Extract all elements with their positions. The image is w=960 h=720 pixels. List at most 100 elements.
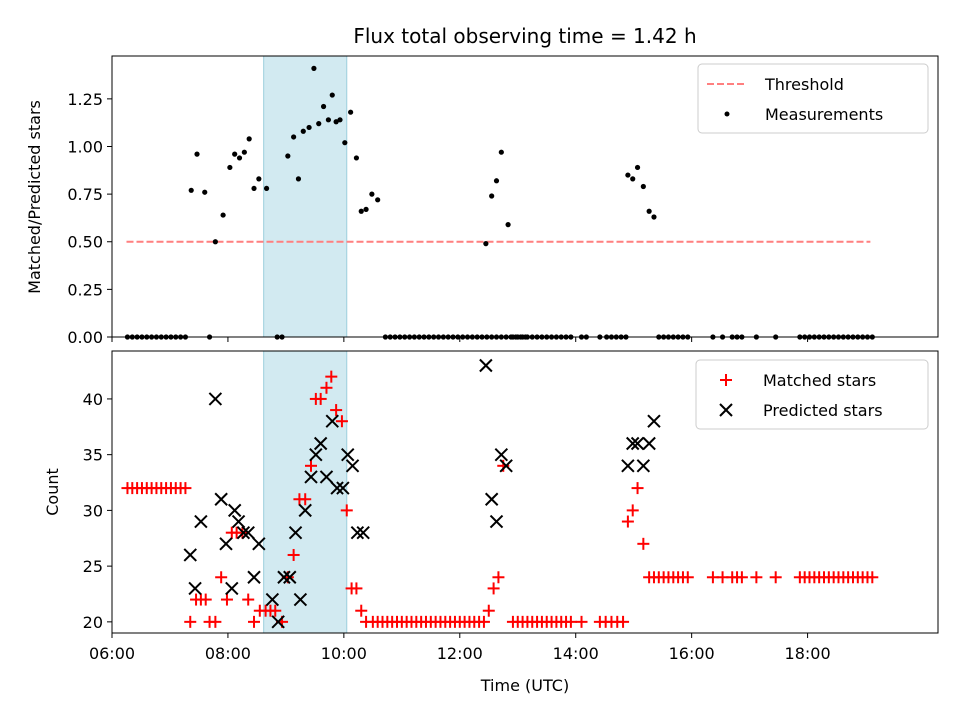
predicted-star-point bbox=[304, 470, 318, 484]
predicted-star-point bbox=[288, 525, 303, 540]
x-tick-label: 12:00 bbox=[437, 644, 483, 663]
measurements-legend-label: Measurements bbox=[765, 105, 883, 124]
threshold-legend-label: Threshold bbox=[764, 75, 844, 94]
matched-star-point bbox=[335, 415, 348, 428]
ratio-y-ticks: 0.00 0.25 0.50 0.75 1.00 1.25 bbox=[67, 90, 112, 347]
chart-title: Flux total observing time = 1.42 h bbox=[353, 24, 696, 48]
counts-panel: 20 25 30 35 40 06:00 08:00 10:00 12:00 14:00 16:0… bbox=[43, 350, 939, 695]
ratio-point bbox=[625, 172, 631, 178]
predicted-star-point bbox=[208, 392, 223, 406]
matched-star-point bbox=[866, 571, 879, 584]
ratio-legend-box bbox=[697, 63, 929, 134]
ratio-point bbox=[241, 149, 247, 155]
ratio-y-axis-label: Matched/Predicted stars bbox=[25, 100, 44, 294]
ratio-point bbox=[337, 117, 343, 123]
matched-star-point bbox=[626, 504, 639, 517]
predicted-star-point bbox=[350, 525, 365, 540]
ratio-point bbox=[375, 197, 381, 203]
ratio-point bbox=[640, 183, 646, 190]
ratio-point bbox=[320, 103, 327, 110]
ratio-highlight-span bbox=[263, 55, 348, 338]
matched-legend-swatch bbox=[720, 374, 732, 386]
ratio-y-tick-label: 0.00 bbox=[67, 328, 103, 347]
predicted-star-point bbox=[489, 514, 504, 529]
predicted-star-point bbox=[642, 436, 656, 451]
matched-star-point bbox=[350, 582, 363, 595]
matched-star-point bbox=[314, 392, 327, 405]
predicted-star-point bbox=[231, 514, 246, 529]
predicted-star-point bbox=[293, 592, 308, 607]
ratio-point bbox=[489, 193, 495, 199]
ratio-point bbox=[498, 149, 504, 155]
predicted-star-point bbox=[636, 459, 651, 473]
ratio-point bbox=[634, 164, 641, 171]
predicted-star-point bbox=[345, 459, 360, 473]
counts-x-ticks: 06:00 08:00 10:00 12:00 14:00 16:00 18:00 bbox=[89, 633, 831, 663]
predicted-star-point bbox=[621, 459, 635, 473]
ratio-point bbox=[188, 187, 194, 193]
predicted-star-point bbox=[271, 615, 285, 629]
predicted-star-point bbox=[330, 481, 344, 495]
ratio-y-tick-label: 1.00 bbox=[67, 137, 103, 156]
predicted-star-point bbox=[183, 548, 197, 562]
ratio-point bbox=[227, 164, 233, 171]
ratio-point bbox=[311, 65, 317, 71]
predicted-star-point bbox=[277, 570, 291, 584]
ratio-point bbox=[651, 214, 657, 220]
ratio-x-ticks bbox=[111, 337, 809, 342]
matched-star-point bbox=[769, 571, 782, 584]
predicted-star-point bbox=[227, 503, 242, 518]
predicted-star-point bbox=[309, 447, 323, 462]
x-tick-label: 10:00 bbox=[321, 644, 367, 663]
predicted-star-point bbox=[356, 525, 370, 540]
ratio-point bbox=[251, 185, 257, 192]
ratio-point bbox=[220, 212, 226, 218]
ratio-point bbox=[236, 155, 243, 161]
counts-legend: Matched stars Predicted stars bbox=[695, 359, 929, 430]
predicted-star-point bbox=[319, 470, 334, 484]
matched-star-point bbox=[621, 515, 634, 528]
predicted-star-point bbox=[484, 492, 499, 506]
ratio-point bbox=[232, 151, 238, 157]
counts-y-tick-label: 25 bbox=[83, 557, 103, 576]
predicted-star-point bbox=[341, 447, 355, 462]
predicted-star-point bbox=[188, 581, 202, 596]
matched-star-point bbox=[299, 493, 312, 506]
ratio-point bbox=[493, 178, 500, 184]
counts-marks bbox=[121, 358, 879, 629]
matched-star-point bbox=[617, 615, 630, 628]
counts-y-tick-label: 35 bbox=[83, 446, 103, 465]
ratio-point bbox=[306, 124, 312, 131]
ratio-point bbox=[300, 128, 306, 134]
predicted-star-point bbox=[219, 537, 233, 551]
counts-y-tick-label: 40 bbox=[83, 390, 103, 409]
predicted-star-point bbox=[494, 447, 509, 462]
matched-star-point bbox=[487, 582, 500, 595]
ratio-legend: Threshold Measurements bbox=[697, 63, 929, 134]
matched-star-point bbox=[637, 537, 650, 550]
matched-star-point bbox=[750, 571, 763, 584]
matched-star-point bbox=[631, 482, 644, 495]
matched-star-point bbox=[269, 604, 282, 617]
ratio-point bbox=[285, 153, 291, 159]
counts-legend-box bbox=[695, 359, 929, 430]
ratio-y-tick-label: 1.25 bbox=[67, 90, 103, 109]
predicted-star-point bbox=[499, 459, 513, 473]
predicted-star-point bbox=[225, 581, 239, 596]
predicted-star-point bbox=[283, 570, 297, 584]
ratio-y-tick-label: 0.50 bbox=[67, 233, 103, 252]
ratio-point bbox=[505, 222, 511, 228]
predicted-star-point bbox=[479, 358, 493, 373]
matched-star-point bbox=[320, 381, 333, 394]
matched-star-point bbox=[681, 571, 694, 584]
matched-star-point bbox=[220, 593, 233, 606]
counts-axes-frame bbox=[111, 350, 939, 634]
matched-star-point bbox=[215, 571, 228, 584]
counts-y-ticks: 20 25 30 35 40 bbox=[83, 390, 112, 632]
counts-y-tick-label: 20 bbox=[83, 613, 103, 632]
ratio-point bbox=[358, 208, 364, 214]
matched-legend-label: Matched stars bbox=[763, 371, 876, 390]
matched-star-point bbox=[564, 615, 577, 628]
matched-star-point bbox=[209, 615, 222, 628]
predicted-legend-label: Predicted stars bbox=[763, 401, 883, 420]
